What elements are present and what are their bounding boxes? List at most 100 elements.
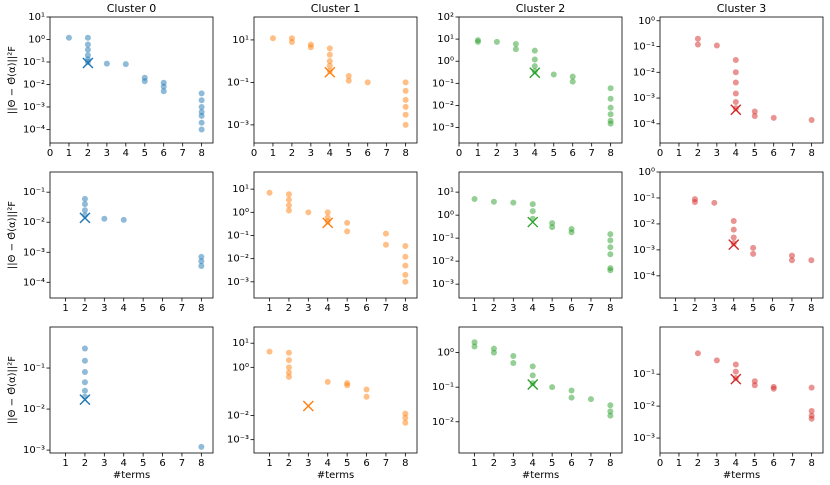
x-tick-label: 6 [570, 148, 576, 159]
marker-stroke [730, 373, 742, 385]
x-tick-label: 3 [510, 458, 516, 469]
point [510, 199, 517, 206]
x-tick-label: 2 [491, 458, 497, 469]
x-tick-label: 1 [266, 458, 272, 469]
point [490, 198, 497, 205]
panel-title: Cluster 2 [516, 2, 566, 15]
point [550, 71, 557, 78]
y-tick-label: 10⁻² [227, 254, 249, 265]
marker-stroke [79, 394, 91, 406]
x-tick-label: 5 [551, 148, 557, 159]
y-tick-label: 10⁻¹ [633, 369, 655, 380]
panel: 0 1 2 3 4 5 6 7 8 10¹ 10⁰ 10⁻¹ 10⁻² 10⁻³ 10⁻⁴ Cluster 0… [6, 2, 214, 159]
point [751, 108, 758, 115]
selected-marker [730, 104, 742, 116]
x-tick-label: 5 [549, 458, 555, 469]
y-tick-label: 10⁻³ [227, 120, 249, 131]
y-axis-label: ||Θ − Θ̂(α)||²F [6, 46, 18, 114]
x-tick-label: 6 [363, 458, 369, 469]
x-tick-label: 3 [305, 303, 311, 314]
x-tick-label: 2 [695, 148, 701, 159]
y-tick-label: 10⁰ [232, 362, 249, 373]
point [198, 90, 205, 97]
point [141, 78, 148, 85]
x-tick-label: 3 [714, 458, 720, 469]
point [607, 408, 614, 415]
x-axis-label: #terms [113, 470, 150, 481]
y-tick-label: 10⁻² [432, 417, 454, 428]
marker-stroke [322, 217, 334, 229]
y-tick-label: 10⁰ [437, 56, 454, 67]
point [531, 63, 538, 70]
marker-stroke [324, 66, 336, 78]
point [493, 38, 500, 45]
point [285, 373, 292, 380]
point [285, 369, 292, 376]
x-tick-label: 3 [714, 148, 720, 159]
point [531, 47, 538, 54]
plot-area [659, 171, 824, 299]
y-tick-label: 10⁻¹ [23, 57, 45, 68]
x-tick-label: 6 [771, 458, 777, 469]
y-tick-label: 10⁰ [232, 207, 249, 218]
point [732, 56, 739, 63]
point [607, 402, 614, 409]
point [529, 372, 536, 379]
point [569, 73, 576, 80]
point [402, 121, 409, 128]
point [402, 419, 409, 426]
point [81, 357, 88, 364]
x-tick-label: 0 [456, 148, 462, 159]
point [512, 41, 519, 48]
selected-marker [730, 373, 742, 385]
x-tick-label: 1 [672, 303, 678, 314]
point [288, 38, 295, 45]
y-tick-label: 10⁻¹ [23, 363, 45, 374]
point [568, 387, 575, 394]
point [285, 202, 292, 209]
x-tick-label: 2 [494, 148, 500, 159]
point [569, 78, 576, 85]
point [510, 352, 517, 359]
y-tick-label: 10⁻³ [633, 433, 655, 444]
point [770, 385, 777, 392]
x-tick-label: 7 [588, 303, 594, 314]
panel: 0 1 2 3 4 5 6 7 8 10¹ 10⁻¹ 10⁻³ Cluster 1 [227, 2, 418, 159]
x-tick-label: 8 [607, 303, 613, 314]
x-tick-label: 6 [365, 148, 371, 159]
y-tick-label: 10⁻¹ [633, 193, 655, 204]
selected-marker [79, 212, 91, 224]
y-tick-label: 10¹ [232, 184, 249, 195]
y-tick-label: 10⁻³ [432, 279, 454, 290]
panel-title: Cluster 1 [311, 2, 361, 15]
point [607, 251, 614, 258]
y-tick-label: 10⁻² [23, 404, 45, 415]
point [81, 201, 88, 208]
point [402, 262, 409, 269]
x-tick-label: 2 [695, 458, 701, 469]
panel: 1 2 3 4 5 6 7 8 10⁻¹ 10⁻² 10⁻³ #terms ||Θ − Θ̂(α)||²… [6, 326, 214, 481]
y-tick-label: 10⁻² [633, 401, 655, 412]
point [84, 46, 91, 53]
point [198, 262, 205, 269]
point [751, 382, 758, 389]
point [808, 117, 815, 124]
y-tick-label: 10⁻² [633, 67, 655, 78]
x-tick-label: 1 [62, 458, 68, 469]
x-tick-label: 1 [471, 303, 477, 314]
x-tick-label: 3 [101, 303, 107, 314]
x-tick-label: 5 [142, 148, 148, 159]
panel: 1 2 3 4 5 6 7 8 10⁻¹ 10⁻² 10⁻³ 10⁻⁴ ||Θ − Θ̂(α)||²F [6, 171, 214, 314]
plot-area [49, 171, 214, 299]
point [307, 44, 314, 51]
x-tick-label: 3 [308, 148, 314, 159]
plot-area [49, 326, 214, 454]
point [402, 253, 409, 260]
point [471, 339, 478, 346]
x-tick-label: 7 [179, 148, 185, 159]
y-tick-label: 10⁻¹ [432, 78, 454, 89]
point [471, 196, 478, 203]
y-tick-label: 10⁰ [638, 167, 655, 178]
point [529, 208, 536, 215]
